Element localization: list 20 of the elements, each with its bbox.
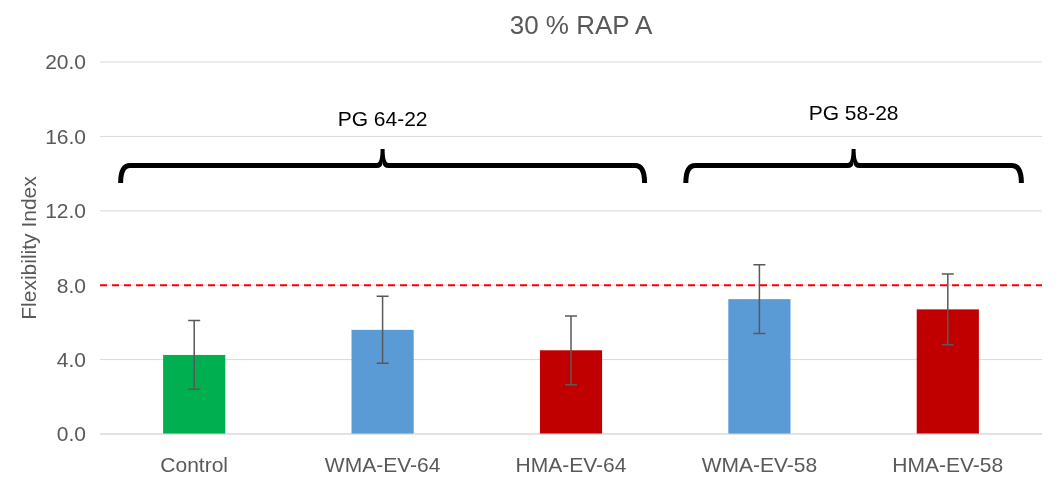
x-tick-label: WMA-EV-58	[701, 453, 818, 476]
y-axis-title: Flexibility Index	[17, 175, 40, 320]
x-tick-label: WMA-EV-64	[324, 453, 441, 476]
bar	[916, 309, 979, 434]
chart-title: 30 % RAP A	[509, 10, 653, 40]
x-tick-label: Control	[160, 453, 229, 476]
y-tick-label: 12.0	[45, 199, 86, 223]
x-tick-label: HMA-EV-58	[892, 453, 1004, 476]
y-tick-label: 8.0	[56, 273, 86, 297]
bar	[728, 299, 791, 434]
bar	[351, 329, 414, 434]
y-tick-label: 16.0	[45, 124, 86, 148]
y-tick-label: 0.0	[56, 422, 86, 446]
annotation: PG 64-22	[337, 107, 428, 130]
bar	[539, 350, 603, 434]
y-tick-label: 20.0	[45, 50, 86, 74]
bar	[163, 354, 226, 434]
y-tick-label: 4.0	[56, 347, 86, 371]
annotation: PG 58-28	[808, 101, 899, 124]
x-tick-label: HMA-EV-64	[515, 453, 627, 476]
